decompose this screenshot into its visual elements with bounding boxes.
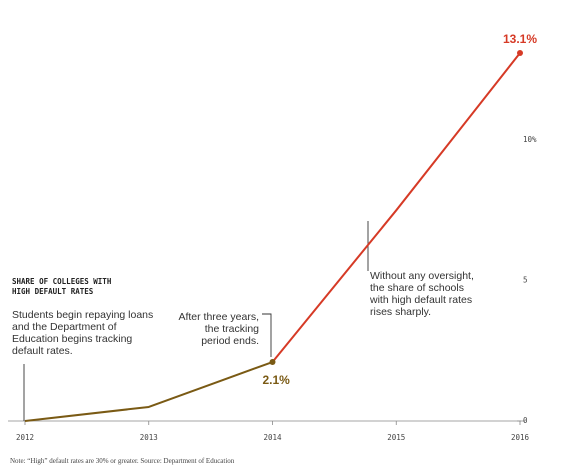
series-line-early xyxy=(24,361,273,422)
annotation-text: the share of schools xyxy=(370,282,464,294)
y-tick-label: 5 xyxy=(523,276,528,285)
heading-line-1: SHARE OF COLLEGES WITH xyxy=(12,277,112,286)
series-layer xyxy=(24,52,521,422)
annotation-text: Education begins tracking xyxy=(12,333,132,345)
y-tick-label: 0 xyxy=(523,416,528,425)
chart-heading: SHARE OF COLLEGES WITH HIGH DEFAULT RATE… xyxy=(12,277,112,296)
x-tick-label: 2014 xyxy=(263,433,282,442)
annotation-text: default rates. xyxy=(12,345,73,357)
annotation-text: Without any oversight, xyxy=(370,270,474,282)
tick-layer: 2012 2013 2014 2015 2016 0 5 10% xyxy=(8,135,537,442)
x-tick-label: 2013 xyxy=(140,433,158,442)
series-line-late xyxy=(271,52,521,363)
x-tick-label: 2015 xyxy=(387,433,405,442)
annotation-text: with high default rates xyxy=(369,294,472,306)
x-tick-label: 2016 xyxy=(511,433,530,442)
annotation-text: After three years, xyxy=(178,311,259,323)
annotation-text: the tracking xyxy=(205,323,259,335)
annotation-text: rises sharply. xyxy=(370,306,431,318)
value-label-layer: 2.1% 13.1% xyxy=(263,32,538,387)
value-label: 2.1% xyxy=(263,373,291,387)
chart-note: Note: “High” default rates are 30% or gr… xyxy=(10,457,235,465)
data-point xyxy=(517,50,523,56)
data-point xyxy=(269,359,276,366)
annotation-leader xyxy=(262,313,272,357)
annotation-text: period ends. xyxy=(201,335,259,347)
y-tick-label: 10% xyxy=(523,135,537,144)
heading-line-2: HIGH DEFAULT RATES xyxy=(12,287,94,296)
value-label: 13.1% xyxy=(503,32,537,46)
annotation-text: and the Department of xyxy=(12,321,117,333)
x-tick-label: 2012 xyxy=(16,433,34,442)
annotation-text: Students begin repaying loans xyxy=(12,309,153,321)
